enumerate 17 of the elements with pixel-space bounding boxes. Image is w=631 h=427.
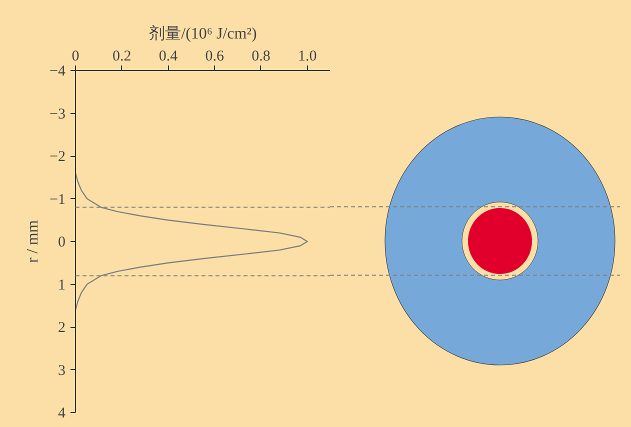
x-tick-label: 0.8 — [252, 48, 270, 64]
y-tick-label: 0 — [58, 234, 66, 250]
x-tick-label: 0.4 — [158, 48, 178, 64]
y-tick-label: 1 — [58, 277, 66, 294]
x-tick-label: 1.0 — [298, 48, 317, 64]
y-tick-label: −4 — [50, 64, 66, 80]
x-tick-label: 0.2 — [112, 48, 132, 64]
y-tick-label: −2 — [50, 149, 66, 165]
y-tick-label: 3 — [58, 362, 66, 379]
y-axis-title: r / mm — [24, 220, 42, 263]
x-tick-label: 0.6 — [205, 48, 224, 64]
y-tick-label: 2 — [58, 320, 66, 336]
y-tick-label: −3 — [50, 106, 66, 122]
x-axis-title: 剂量/(10⁶ J/cm²) — [149, 24, 257, 42]
y-tick-label: 4 — [58, 406, 66, 422]
x-tick-label: 0 — [72, 48, 80, 64]
y-tick-label: −1 — [50, 192, 66, 208]
